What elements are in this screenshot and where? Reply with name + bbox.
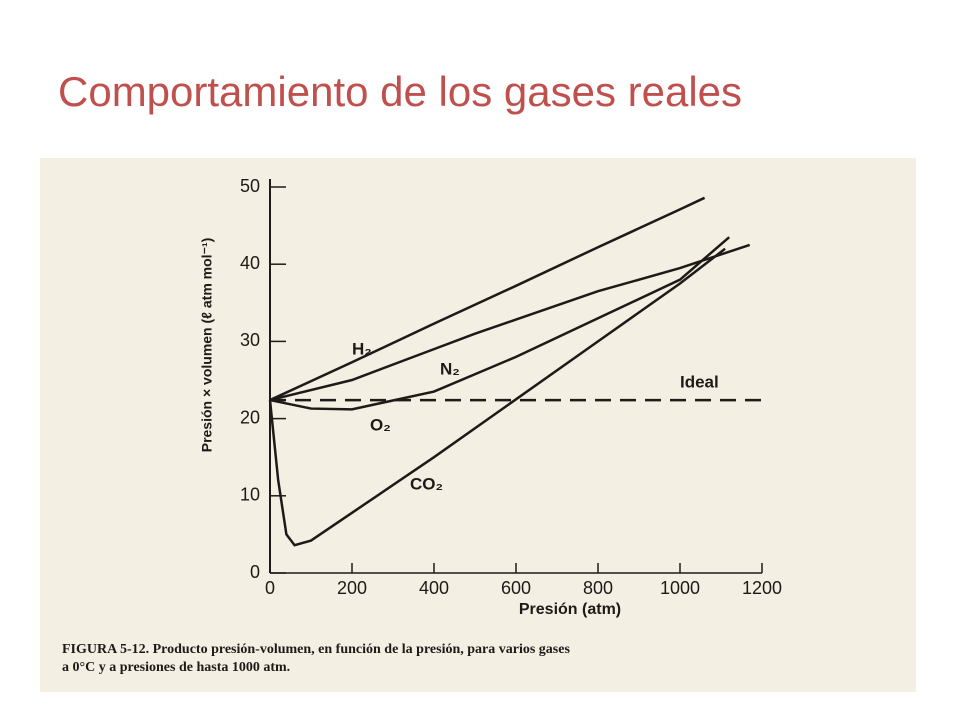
y-tick-label: 40 — [240, 253, 260, 273]
y-tick-label: 50 — [240, 176, 260, 196]
series-label: CO₂ — [410, 474, 443, 493]
x-tick-label: 600 — [501, 578, 531, 598]
series-label: Ideal — [680, 372, 719, 391]
x-tick-label: 200 — [337, 578, 367, 598]
caption-line: FIGURA 5-12. Producto presión-volumen, e… — [62, 642, 570, 657]
series-label: H₂ — [352, 339, 372, 358]
series-label: N₂ — [440, 359, 460, 378]
x-tick-label: 400 — [419, 578, 449, 598]
series-line — [268, 247, 726, 547]
y-tick-label: 30 — [240, 330, 260, 350]
y-tick-label: 20 — [240, 407, 260, 427]
slide-title: Comportamiento de los gases reales — [58, 68, 742, 115]
x-tick-label: 1200 — [742, 578, 782, 598]
series-line — [269, 236, 731, 411]
x-tick-label: 800 — [583, 578, 613, 598]
x-tick-label: 0 — [265, 578, 275, 598]
y-axis-label: Presión × volumen (ℓ atm mol⁻¹) — [199, 238, 215, 453]
series-label: O₂ — [370, 415, 391, 434]
series-line — [269, 243, 751, 402]
series-line — [269, 196, 706, 402]
y-tick-label: 10 — [240, 485, 260, 505]
y-tick-label: 0 — [250, 562, 260, 582]
x-tick-label: 1000 — [660, 578, 700, 598]
x-axis-label: Presión (atm) — [519, 601, 621, 618]
caption-line: a 0°C y a presiones de hasta 1000 atm. — [62, 660, 290, 675]
